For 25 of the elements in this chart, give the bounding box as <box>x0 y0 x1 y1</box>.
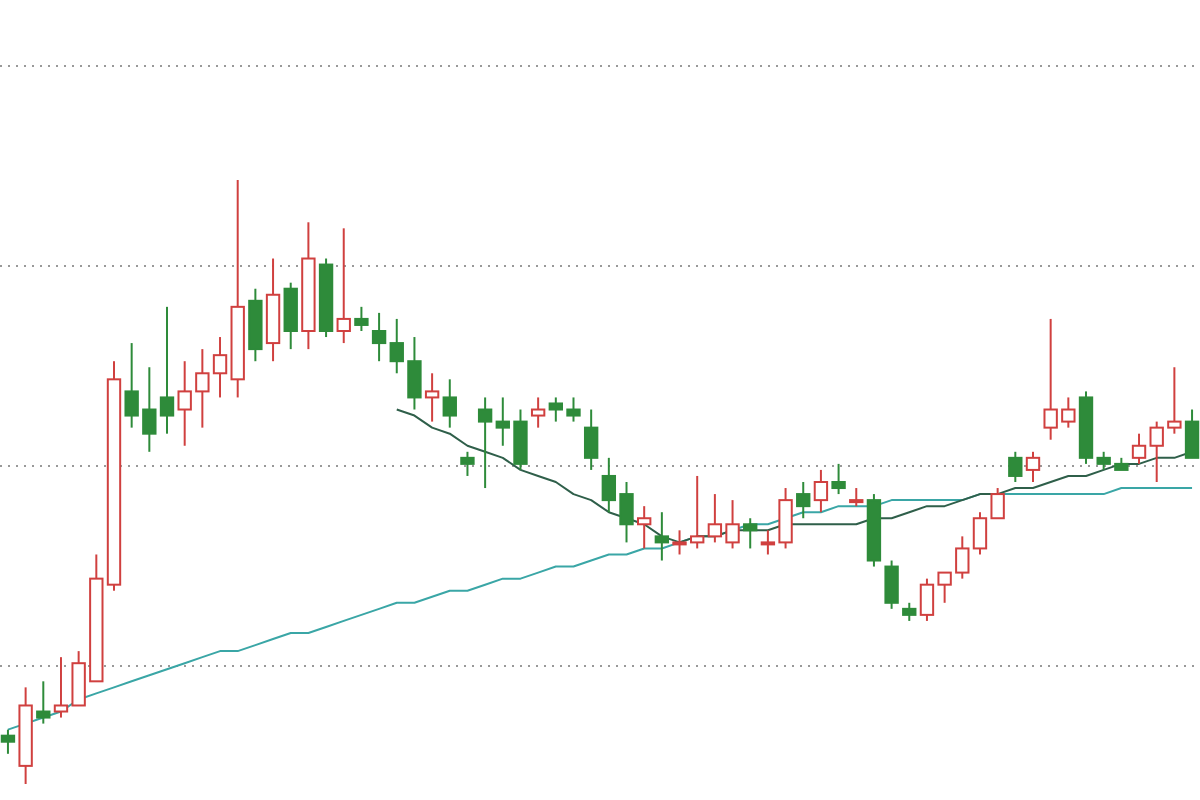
candlestick <box>1131 432 1147 465</box>
candlestick <box>1008 450 1023 483</box>
candlestick <box>743 517 758 550</box>
candlestick <box>0 728 16 755</box>
candlestick <box>477 396 493 490</box>
candlestick <box>637 505 652 550</box>
candlestick <box>36 680 51 725</box>
candlestick <box>583 408 599 471</box>
candlestick <box>813 468 829 514</box>
candlestick <box>460 450 475 477</box>
candlestick <box>654 511 670 562</box>
candlestick <box>831 462 846 496</box>
candlestick <box>424 372 440 423</box>
candlestick <box>371 311 387 363</box>
candlestick <box>530 396 546 429</box>
candlestick <box>902 601 917 622</box>
candlestick <box>884 559 899 610</box>
candlestick <box>1025 450 1041 483</box>
candlestick <box>283 281 298 351</box>
candlestick <box>354 305 369 332</box>
candlestick <box>442 378 457 429</box>
candlestick <box>849 487 864 508</box>
candlestick <box>1184 408 1200 459</box>
candlestick <box>336 227 351 345</box>
candlestick <box>796 481 811 520</box>
